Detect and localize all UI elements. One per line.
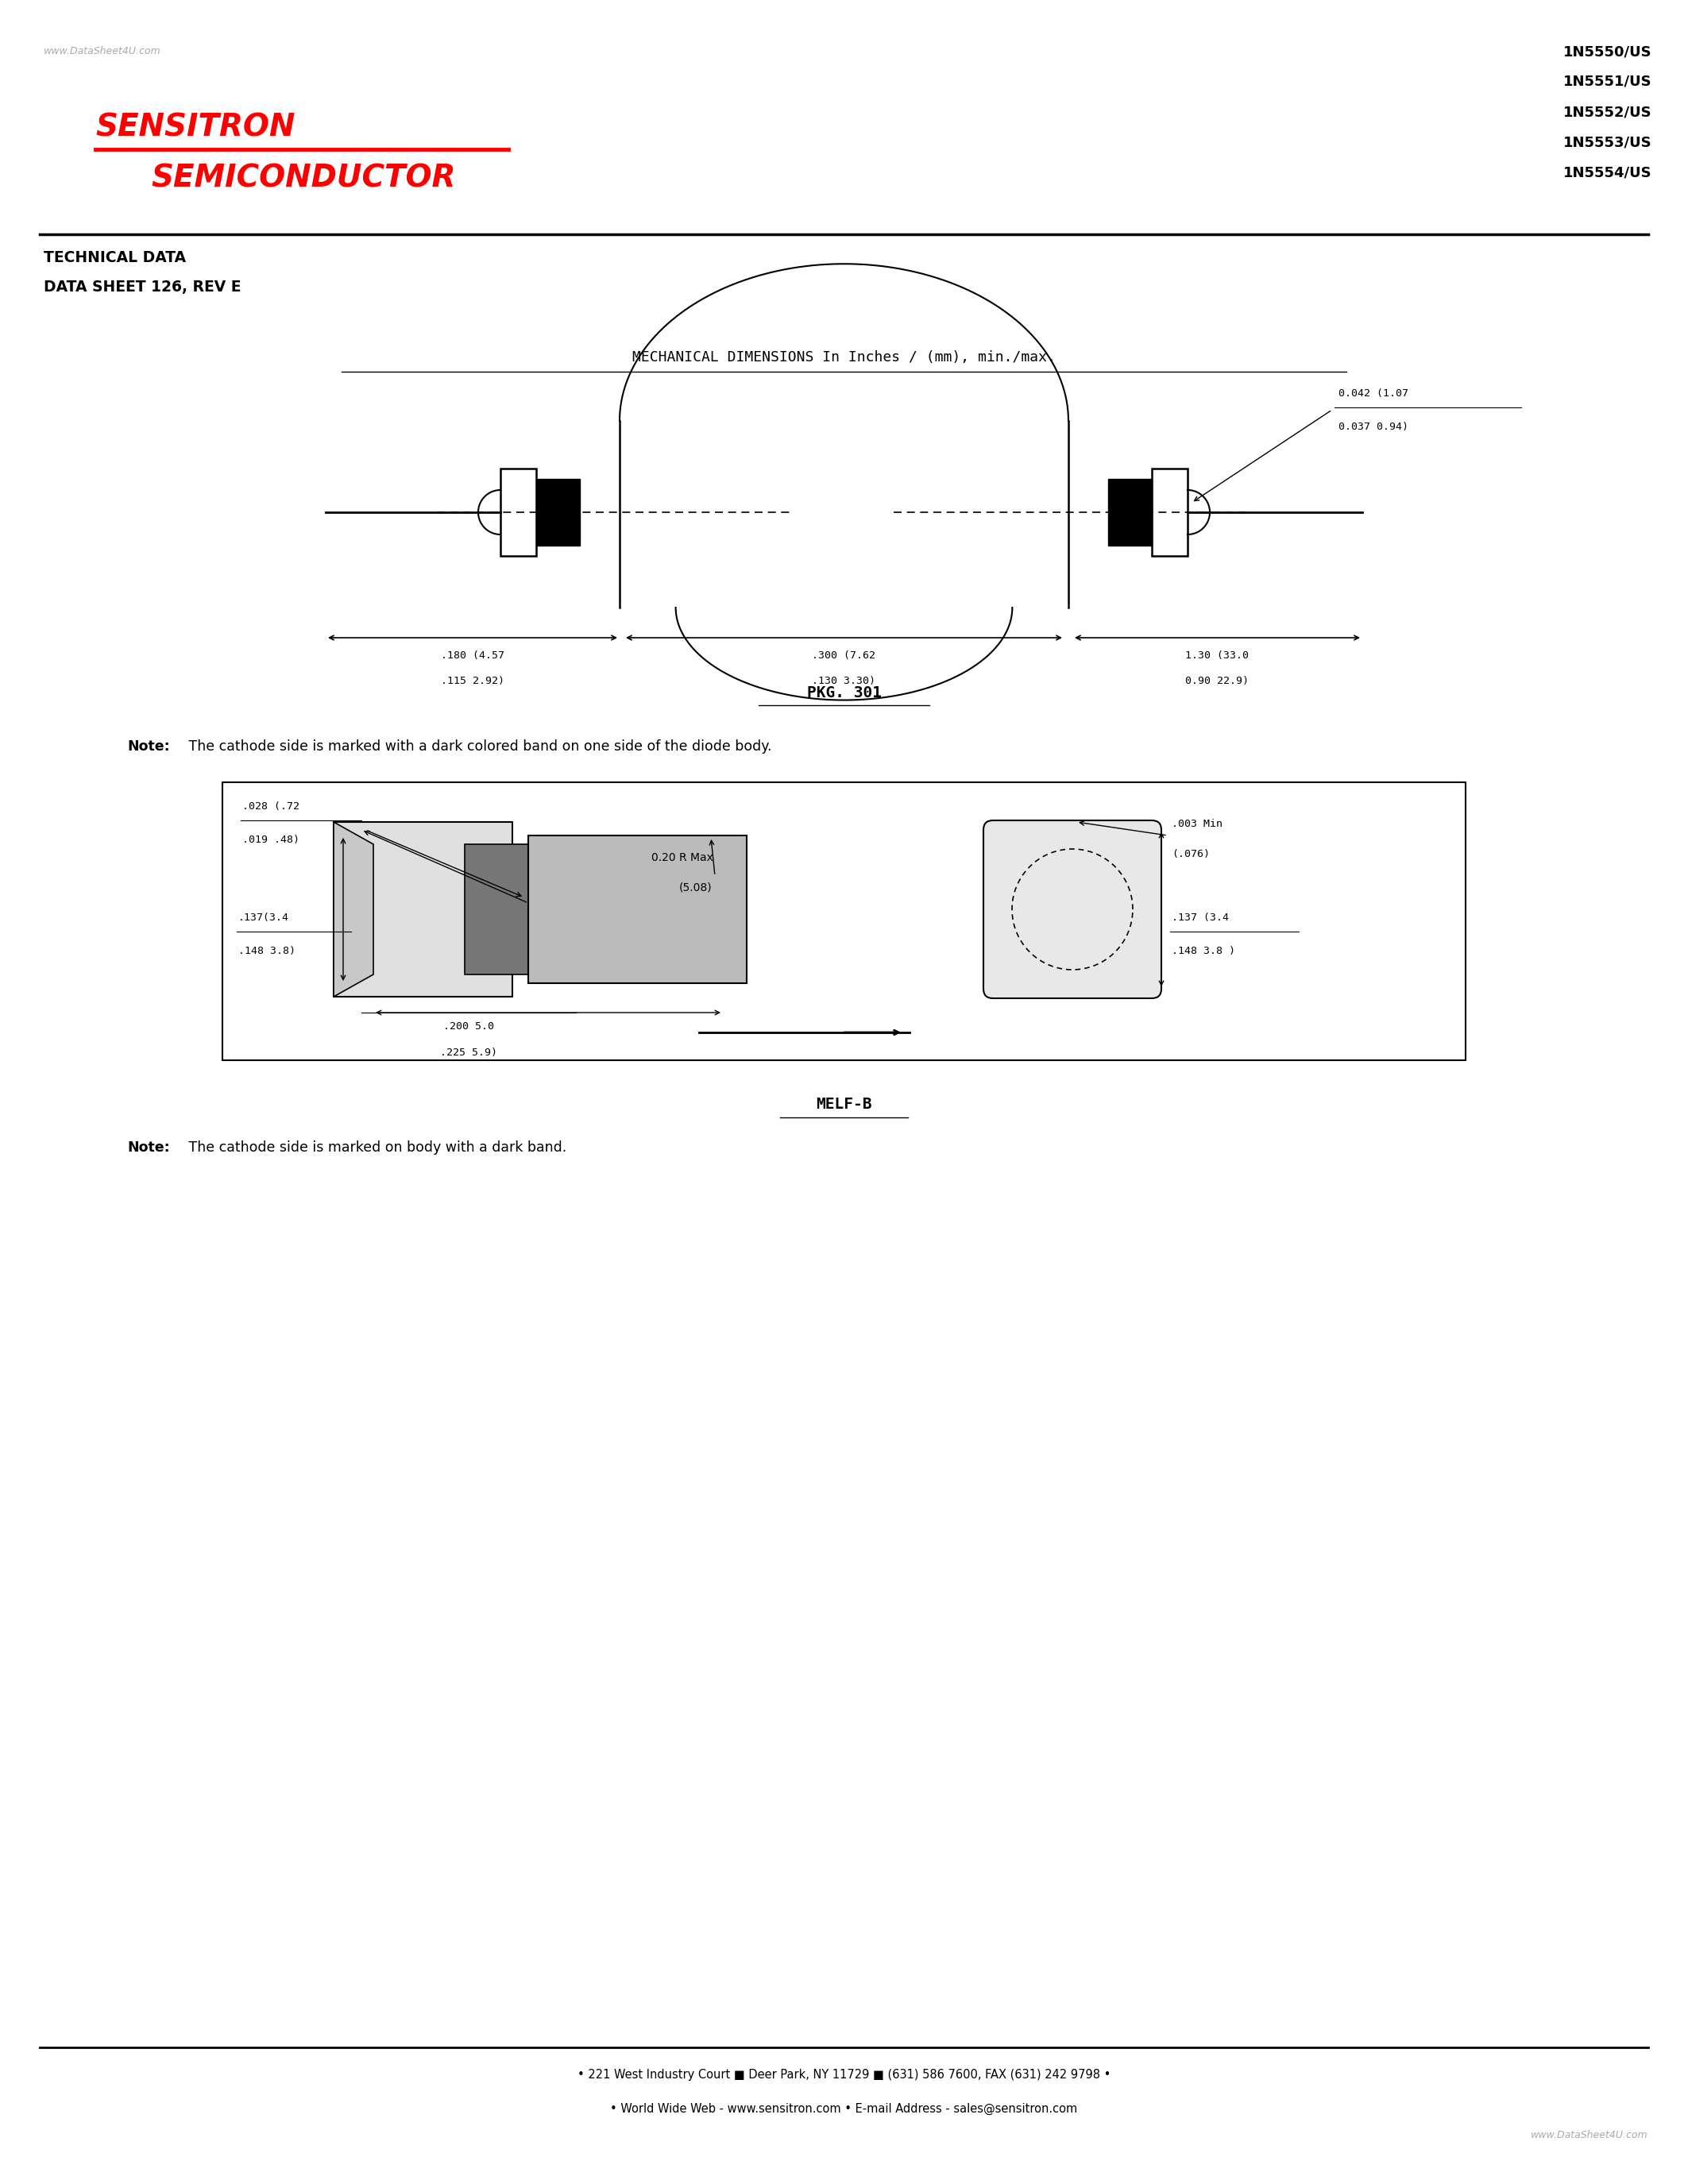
Text: SEMICONDUCTOR: SEMICONDUCTOR — [150, 164, 456, 194]
Bar — [223, 782, 1465, 1059]
Bar — [464, 845, 528, 974]
Bar — [537, 478, 581, 546]
Text: .137(3.4: .137(3.4 — [238, 913, 289, 922]
Text: .148 3.8 ): .148 3.8 ) — [1171, 946, 1236, 957]
Text: .130 3.30): .130 3.30) — [812, 675, 876, 686]
Polygon shape — [334, 821, 373, 996]
Text: .180 (4.57: .180 (4.57 — [441, 651, 505, 660]
Text: 0.042 (1.07: 0.042 (1.07 — [1339, 389, 1408, 397]
Bar — [334, 821, 513, 996]
Text: 1N5550/US: 1N5550/US — [1563, 44, 1653, 59]
Text: (5.08): (5.08) — [679, 882, 712, 893]
Text: MECHANICAL DIMENSIONS In Inches / (mm), min./max.: MECHANICAL DIMENSIONS In Inches / (mm), … — [633, 349, 1055, 365]
Text: • 221 West Industry Court ■ Deer Park, NY 11729 ■ (631) 586 7600, FAX (631) 242 : • 221 West Industry Court ■ Deer Park, N… — [577, 2068, 1111, 2081]
Text: 1N5554/US: 1N5554/US — [1563, 166, 1653, 179]
Text: .300 (7.62: .300 (7.62 — [812, 651, 876, 660]
Text: www.DataSheet4U.com: www.DataSheet4U.com — [44, 46, 160, 57]
Text: .225 5.9): .225 5.9) — [441, 1046, 498, 1057]
Text: .003 Min: .003 Min — [1171, 819, 1222, 828]
Text: .200 5.0: .200 5.0 — [444, 1022, 495, 1033]
Text: 0.037 0.94): 0.037 0.94) — [1339, 422, 1408, 432]
Bar — [528, 836, 746, 983]
Text: .019 .48): .019 .48) — [243, 834, 299, 845]
Bar — [1151, 470, 1188, 557]
Text: .148 3.8): .148 3.8) — [238, 946, 295, 957]
Text: PKG. 301: PKG. 301 — [807, 686, 881, 701]
Text: .028 (.72: .028 (.72 — [243, 802, 299, 810]
Text: 0.90 22.9): 0.90 22.9) — [1185, 675, 1249, 686]
Text: The cathode side is marked on body with a dark band.: The cathode side is marked on body with … — [184, 1140, 567, 1155]
FancyBboxPatch shape — [984, 821, 1161, 998]
Text: • World Wide Web - www.sensitron.com • E-mail Address - sales@sensitron.com: • World Wide Web - www.sensitron.com • E… — [611, 2103, 1077, 2114]
Text: (.076): (.076) — [1171, 850, 1210, 858]
Text: Note:: Note: — [127, 740, 170, 753]
Text: 1N5552/US: 1N5552/US — [1563, 105, 1653, 120]
Text: SENSITRON: SENSITRON — [95, 111, 295, 142]
Text: 0.20 R Max: 0.20 R Max — [652, 852, 714, 863]
Text: .137 (3.4: .137 (3.4 — [1171, 913, 1229, 922]
Text: MELF-B: MELF-B — [815, 1096, 873, 1112]
Bar — [1107, 478, 1151, 546]
Text: DATA SHEET 126, REV E: DATA SHEET 126, REV E — [44, 280, 241, 295]
Text: www.DataSheet4U.com: www.DataSheet4U.com — [1531, 2129, 1647, 2140]
Text: 1.30 (33.0: 1.30 (33.0 — [1185, 651, 1249, 660]
Text: 1N5551/US: 1N5551/US — [1563, 74, 1653, 90]
Text: Note:: Note: — [127, 1140, 170, 1155]
Text: .115 2.92): .115 2.92) — [441, 675, 505, 686]
Text: TECHNICAL DATA: TECHNICAL DATA — [44, 251, 186, 266]
Text: 1N5553/US: 1N5553/US — [1563, 135, 1653, 149]
Text: The cathode side is marked with a dark colored band on one side of the diode bod: The cathode side is marked with a dark c… — [184, 740, 771, 753]
Bar — [500, 470, 537, 557]
